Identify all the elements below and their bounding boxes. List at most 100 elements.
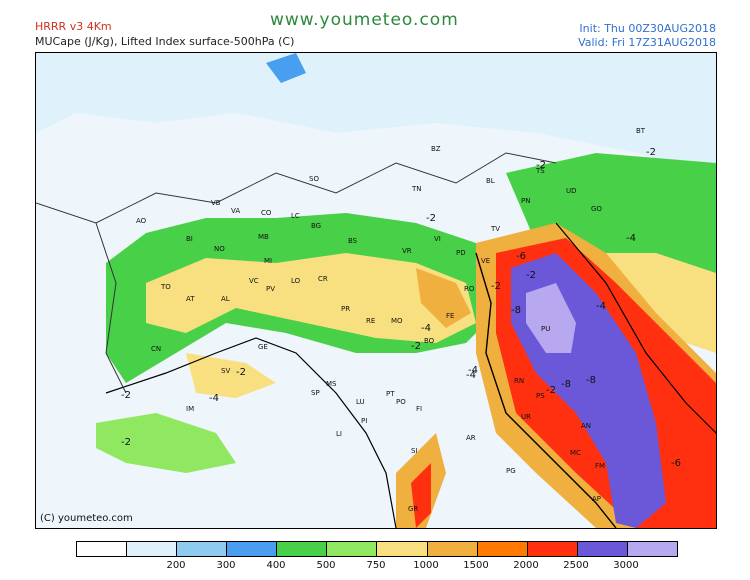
cape-adriatic-lavender	[526, 283, 576, 353]
province-label: TO	[160, 283, 171, 291]
province-label: MC	[570, 449, 581, 457]
legend-swatch	[327, 542, 378, 556]
province-label: PN	[521, 197, 530, 205]
legend-tick-label: 300	[216, 560, 236, 571]
province-label: PG	[506, 467, 516, 475]
cape-po-valley-yellow	[146, 253, 476, 343]
cape-north	[36, 53, 716, 173]
province-label: IM	[186, 405, 194, 413]
lifted-index-label: -2	[546, 385, 556, 396]
tyrrhenian-coastline	[105, 337, 397, 528]
province-label: RE	[366, 317, 375, 325]
province-label: CR	[318, 275, 328, 283]
province-label: BO	[424, 337, 435, 345]
province-label: PT	[386, 390, 395, 398]
province-label: AT	[186, 295, 195, 303]
balkan-coastline	[555, 222, 716, 434]
province-label: PO	[396, 398, 406, 406]
province-label: AO	[136, 217, 147, 225]
province-label: VA	[231, 207, 240, 215]
init-time: Init: Thu 00Z30AUG2018	[579, 22, 716, 35]
province-label: LO	[291, 277, 301, 285]
province-label: MS	[326, 380, 337, 388]
legend-swatch	[527, 542, 578, 556]
lifted-index-label: -6	[516, 251, 526, 262]
province-label: VC	[249, 277, 259, 285]
cape-ligurian-green	[96, 413, 236, 473]
province-label: TV	[490, 225, 500, 233]
province-label: LC	[291, 212, 300, 220]
province-label: AR	[466, 434, 476, 442]
province-label: VI	[434, 235, 441, 243]
legend-swatch	[77, 542, 128, 556]
lifted-index-label: -2	[121, 437, 131, 448]
province-label: BG	[311, 222, 321, 230]
adriatic-coastline	[475, 252, 617, 528]
legend-swatch	[377, 542, 428, 556]
province-label: NO	[214, 245, 225, 253]
province-label: MB	[258, 233, 269, 241]
legend-tick-label: 3000	[613, 560, 639, 571]
province-label: BL	[486, 177, 495, 185]
province-label: LU	[356, 398, 365, 406]
legend-swatch	[427, 542, 478, 556]
western-border	[95, 222, 127, 394]
cape-ligurian-yellow	[186, 353, 276, 398]
province-label: PD	[456, 249, 466, 257]
province-label: FE	[446, 312, 454, 320]
lifted-index-label: -2	[236, 367, 246, 378]
weather-map: BZ SO TN BL PN UD GO VB VA CO LC BG BS BI NO MB MI VR VI TV…	[35, 52, 717, 529]
legend-tick-label: 1500	[463, 560, 489, 571]
copyright-text: (C) youmeteo.com	[40, 513, 133, 524]
color-legend	[76, 541, 678, 557]
province-label: RO	[464, 285, 475, 293]
legend-tick-label: 2000	[513, 560, 539, 571]
legend-swatch	[477, 542, 528, 556]
site-banner[interactable]: www.youmeteo.com	[270, 10, 459, 30]
province-label: SV	[221, 367, 230, 375]
province-label: SP	[311, 389, 320, 397]
province-label: FI	[416, 405, 422, 413]
lifted-index-label: -6	[671, 458, 681, 469]
legend-swatch	[177, 542, 228, 556]
lifted-index-label: -4	[421, 323, 431, 334]
lifted-index-label: -4	[468, 365, 478, 376]
province-label: AP	[592, 495, 601, 503]
lifted-index-labels: -2-2-2-2-4-6-2-4-8-2-4-2-2 -4-4-2-2-8 -8-6…	[121, 147, 681, 469]
legend-tick-label: 200	[166, 560, 186, 571]
model-title: HRRR v3 4Km	[35, 20, 112, 33]
lifted-index-label: -2	[426, 213, 436, 224]
province-label: PU	[541, 325, 550, 333]
cape-north-spot	[266, 53, 306, 83]
province-label: RN	[514, 377, 524, 385]
cape-po-valley-orange	[416, 268, 471, 328]
lifted-index-label: -8	[561, 379, 571, 390]
cape-tuscany-red	[411, 463, 431, 528]
lifted-index-label: -8	[586, 375, 596, 386]
lifted-index-label: -2	[411, 341, 421, 352]
province-label: TS	[535, 167, 545, 175]
province-label: CO	[261, 209, 272, 217]
legend-swatch	[277, 542, 328, 556]
province-label: VB	[211, 199, 221, 207]
province-label: BZ	[431, 145, 441, 153]
province-label: AL	[221, 295, 230, 303]
province-label: SO	[309, 175, 319, 183]
lifted-index-label: -8	[511, 305, 521, 316]
province-label: SI	[411, 447, 418, 455]
legend-swatch	[627, 542, 677, 556]
province-label: VR	[402, 247, 412, 255]
province-label: BT	[636, 127, 646, 135]
province-label: PR	[341, 305, 350, 313]
legend-swatch	[577, 542, 628, 556]
lifted-index-label: -2	[536, 160, 546, 171]
province-label: VE	[481, 257, 490, 265]
province-label: PV	[266, 285, 275, 293]
lifted-index-label: -2	[121, 390, 131, 401]
province-label: AN	[581, 422, 591, 430]
province-label: TN	[411, 185, 422, 193]
lifted-index-label: -4	[596, 301, 606, 312]
valid-time: Valid: Fri 17Z31AUG2018	[578, 36, 716, 49]
alpine-border	[36, 152, 557, 224]
map-canvas: BZ SO TN BL PN UD GO VB VA CO LC BG BS BI NO MB MI VR VI TV…	[36, 53, 716, 528]
